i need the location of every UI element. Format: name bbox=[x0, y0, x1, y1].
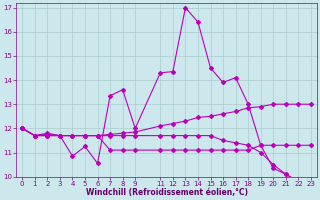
X-axis label: Windchill (Refroidissement éolien,°C): Windchill (Refroidissement éolien,°C) bbox=[85, 188, 248, 197]
